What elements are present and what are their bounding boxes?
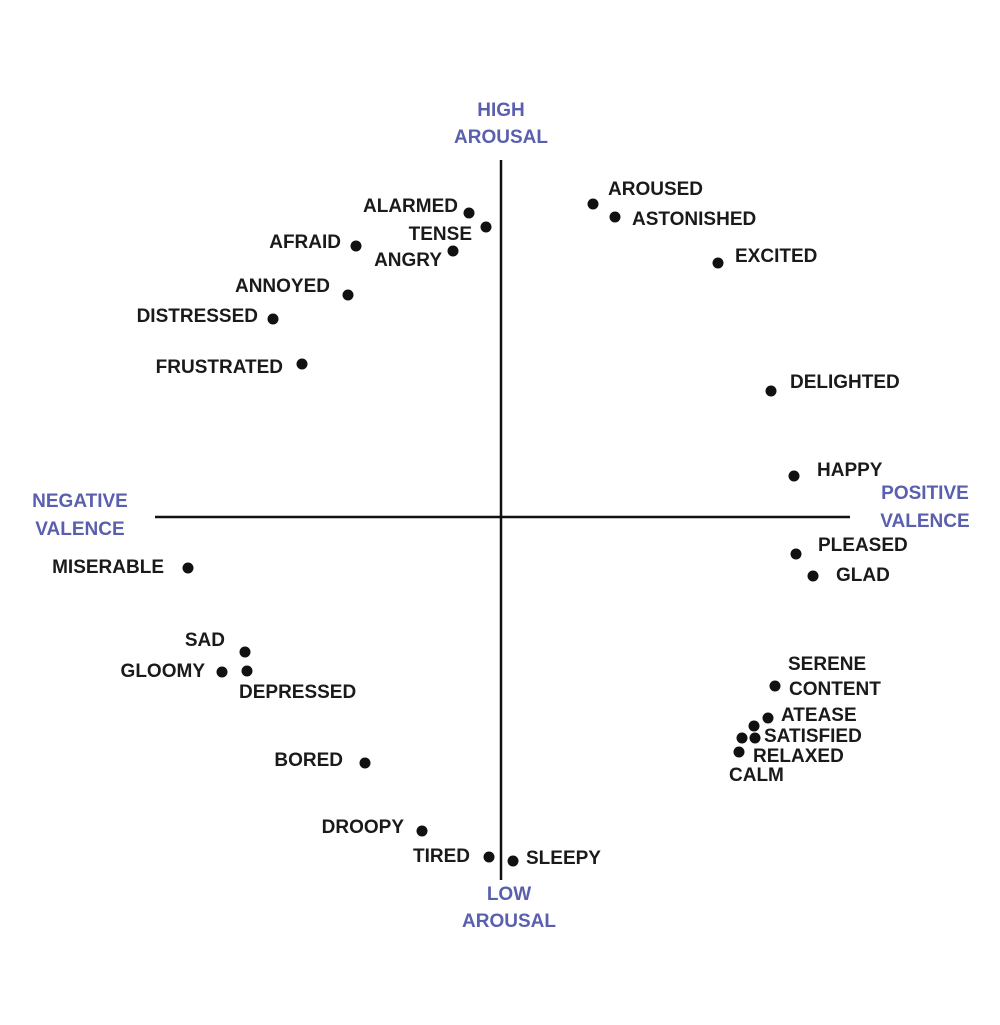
emotion-label: TENSE: [409, 224, 472, 245]
dot: [350, 240, 362, 252]
axis-label: AROUSAL: [462, 911, 556, 932]
emotion-label: EXCITED: [735, 246, 817, 267]
dot: [239, 646, 251, 658]
emotion-label: ANGRY: [374, 250, 442, 271]
dot: [609, 211, 621, 223]
dot: [296, 358, 308, 370]
dot: [587, 198, 599, 210]
dot: [359, 757, 371, 769]
emotion-label: ATEASE: [781, 705, 857, 726]
dot: [788, 470, 800, 482]
emotion-label: PLEASED: [818, 535, 908, 556]
dot: [480, 221, 492, 233]
axis-label: VALENCE: [35, 519, 124, 540]
emotion-label: GLOOMY: [121, 661, 206, 682]
emotion-label: SERENE: [788, 654, 866, 675]
dot: [733, 746, 745, 758]
dot: [342, 289, 354, 301]
axis-label: VALENCE: [880, 511, 969, 532]
emotion-label: DROOPY: [322, 817, 405, 838]
dot: [182, 562, 194, 574]
emotion-label: SLEEPY: [526, 848, 601, 869]
emotion-label: ANNOYED: [235, 276, 330, 297]
emotion-label: FRUSTRATED: [156, 357, 283, 378]
axis-label: NEGATIVE: [32, 491, 128, 512]
axis-label: POSITIVE: [881, 483, 969, 504]
dot: [483, 851, 495, 863]
dot: [769, 680, 781, 692]
emotion-label: ALARMED: [363, 196, 458, 217]
dot: [447, 245, 459, 257]
dot: [416, 825, 428, 837]
emotion-label: GLAD: [836, 565, 890, 586]
dot: [241, 665, 253, 677]
emotion-label: DELIGHTED: [790, 372, 900, 393]
dot: [807, 570, 819, 582]
emotion-label: CALM: [729, 765, 784, 786]
emotion-label: RELAXED: [753, 746, 844, 767]
axis-label: LOW: [487, 884, 531, 905]
dot: [765, 385, 777, 397]
dot: [463, 207, 475, 219]
dot: [790, 548, 802, 560]
dot: [736, 732, 748, 744]
emotion-label: TIRED: [413, 846, 470, 867]
emotion-label: DEPRESSED: [239, 682, 356, 703]
dot: [712, 257, 724, 269]
axis-label: AROUSAL: [454, 127, 548, 148]
dot: [216, 666, 228, 678]
emotion-label: SAD: [185, 630, 225, 651]
emotion-label: MISERABLE: [52, 557, 164, 578]
dot: [267, 313, 279, 325]
emotion-label: BORED: [274, 750, 343, 771]
dot: [507, 855, 519, 867]
emotion-label: DISTRESSED: [137, 306, 258, 327]
axis-label: HIGH: [477, 100, 525, 121]
emotion-label: SATISFIED: [764, 726, 862, 747]
emotion-label: AFRAID: [269, 232, 341, 253]
emotion-label: AROUSED: [608, 179, 703, 200]
dot: [748, 720, 760, 732]
emotion-label: HAPPY: [817, 460, 883, 481]
emotion-label: ASTONISHED: [632, 209, 756, 230]
dot: [762, 712, 774, 724]
emotion-label: CONTENT: [789, 679, 881, 700]
dot: [749, 732, 761, 744]
